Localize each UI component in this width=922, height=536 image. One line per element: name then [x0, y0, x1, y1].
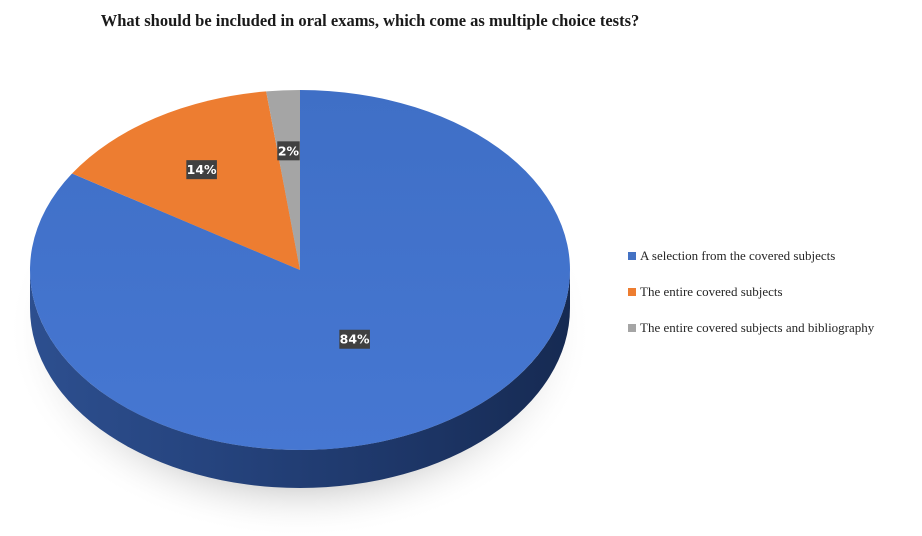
legend-swatch [628, 324, 636, 332]
pie-slice [266, 90, 300, 270]
data-label: 2% [278, 143, 300, 158]
data-label-box [277, 141, 300, 161]
pie-side [30, 270, 570, 488]
data-label: 14% [187, 162, 217, 177]
legend-swatch [628, 252, 636, 260]
legend-item: The entire covered subjects and bibliogr… [628, 320, 922, 336]
data-label: 84% [340, 332, 370, 347]
legend-swatch [628, 288, 636, 296]
legend-item: The entire covered subjects [628, 284, 922, 300]
chart-title: What should be included in oral exams, w… [100, 11, 640, 30]
legend-label: The entire covered subjects and bibliogr… [640, 320, 875, 335]
pie-slice [72, 91, 300, 270]
pie-slice [29, 90, 570, 450]
data-label-box [186, 160, 217, 180]
legend-label: The entire covered subjects [640, 284, 783, 299]
legend-label: A selection from the covered subjects [640, 248, 836, 263]
pie-side-wall [30, 270, 570, 488]
legend: A selection from the covered subjects Th… [628, 248, 922, 356]
data-label-box [339, 329, 370, 349]
legend-item: A selection from the covered subjects [628, 248, 922, 264]
